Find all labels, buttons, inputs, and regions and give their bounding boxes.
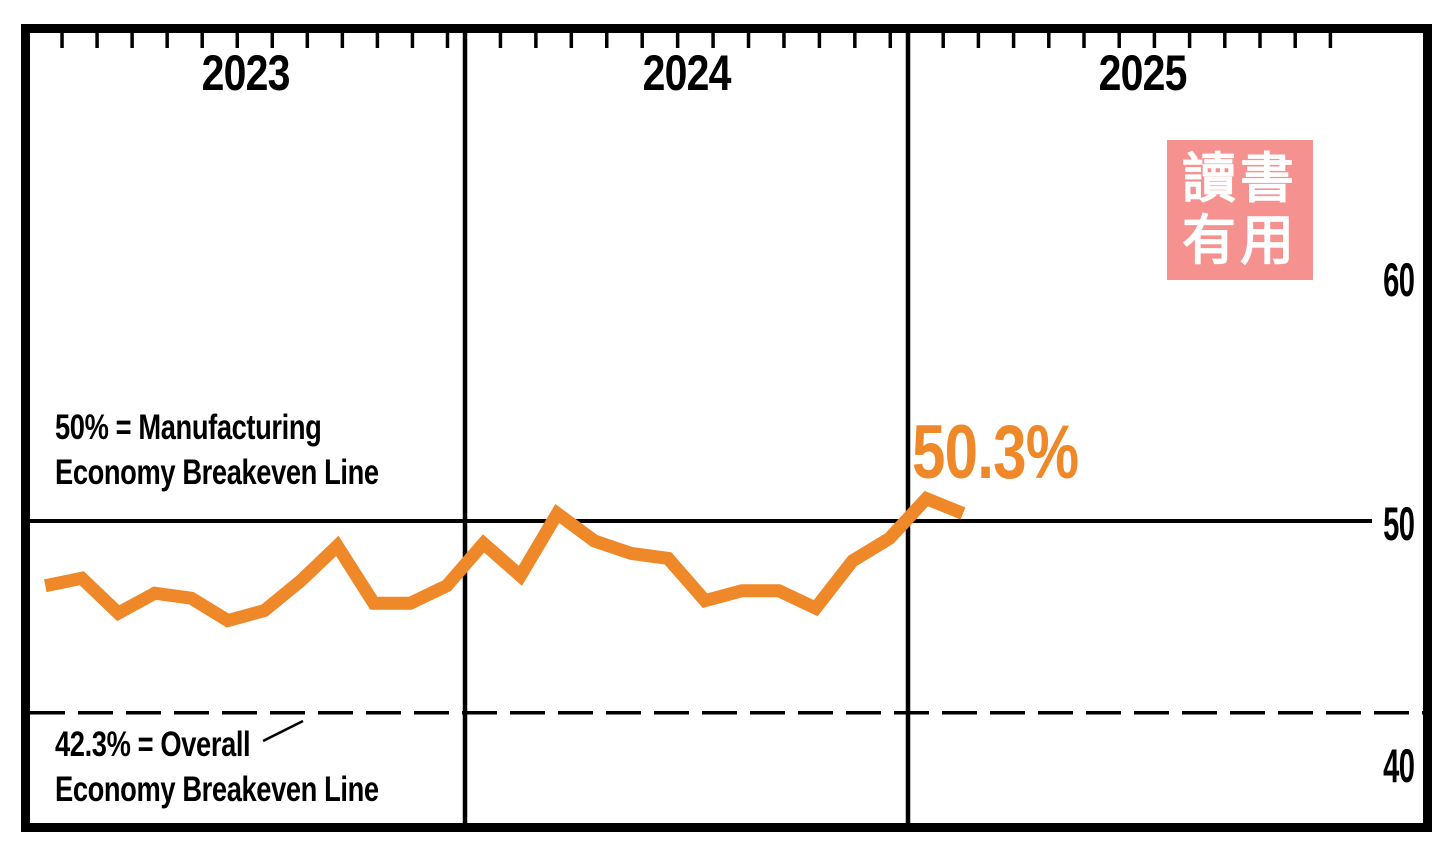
year-dividers	[462, 33, 911, 823]
pmi-line	[44, 490, 966, 628]
manufacturing-breakeven-annotation: 50% = Manufacturing Economy Breakeven Li…	[55, 408, 379, 492]
stamp-text-row1: 讀書	[1182, 149, 1298, 209]
overall-breakeven-annotation: 42.3% = Overall Economy Breakeven Line	[55, 725, 379, 809]
year-label-2025: 2025	[1099, 45, 1188, 101]
y-axis-label-60: 60	[1382, 253, 1415, 306]
month-ticks	[60, 33, 1333, 48]
reading-stamp: 讀書 有用	[1167, 140, 1313, 280]
y-axis-label-40: 40	[1382, 739, 1415, 792]
year-label-2023: 2023	[202, 45, 291, 101]
year-label-2024: 2024	[642, 45, 732, 101]
current-value-label: 50.3%	[912, 410, 1079, 495]
reference-lines	[30, 519, 1423, 715]
y-axis-label-50: 50	[1382, 497, 1415, 550]
callout-line	[262, 719, 304, 743]
stamp-text-row2: 有用	[1182, 211, 1298, 271]
